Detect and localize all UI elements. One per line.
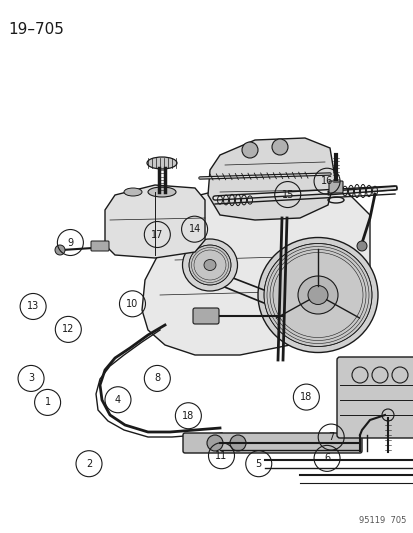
Ellipse shape [204,260,216,271]
Text: 18: 18 [299,392,312,402]
Ellipse shape [297,276,337,314]
Circle shape [271,139,287,155]
FancyBboxPatch shape [183,433,361,453]
Ellipse shape [263,244,371,346]
Text: 16: 16 [320,176,332,186]
FancyBboxPatch shape [336,357,413,438]
FancyBboxPatch shape [328,181,342,193]
Text: 17: 17 [151,230,163,239]
Text: 6: 6 [323,454,329,463]
Text: 8: 8 [154,374,160,383]
Circle shape [206,435,223,451]
Ellipse shape [307,286,327,304]
Text: 4: 4 [115,395,121,405]
Circle shape [242,142,257,158]
Text: 9: 9 [67,238,73,247]
Ellipse shape [189,245,230,285]
Text: 18: 18 [182,411,194,421]
Ellipse shape [182,239,237,291]
Text: 14: 14 [188,224,200,234]
Text: 10: 10 [126,299,138,309]
Circle shape [55,245,65,255]
Text: 19–705: 19–705 [8,22,64,37]
Text: 11: 11 [215,451,227,461]
Ellipse shape [257,238,377,352]
Ellipse shape [147,157,177,169]
Ellipse shape [124,188,142,196]
Polygon shape [105,185,204,258]
Circle shape [230,435,245,451]
FancyBboxPatch shape [91,241,109,251]
Text: 15: 15 [281,190,293,199]
Text: 13: 13 [27,302,39,311]
Text: 7: 7 [327,432,334,442]
Text: 95119  705: 95119 705 [358,516,405,525]
Text: 3: 3 [28,374,34,383]
Text: 2: 2 [85,459,92,469]
Polygon shape [207,138,334,220]
Text: 5: 5 [255,459,261,469]
Text: 12: 12 [62,325,74,334]
Ellipse shape [147,187,176,197]
Circle shape [356,241,366,251]
Text: 1: 1 [45,398,50,407]
FancyBboxPatch shape [192,308,218,324]
Polygon shape [142,175,369,355]
